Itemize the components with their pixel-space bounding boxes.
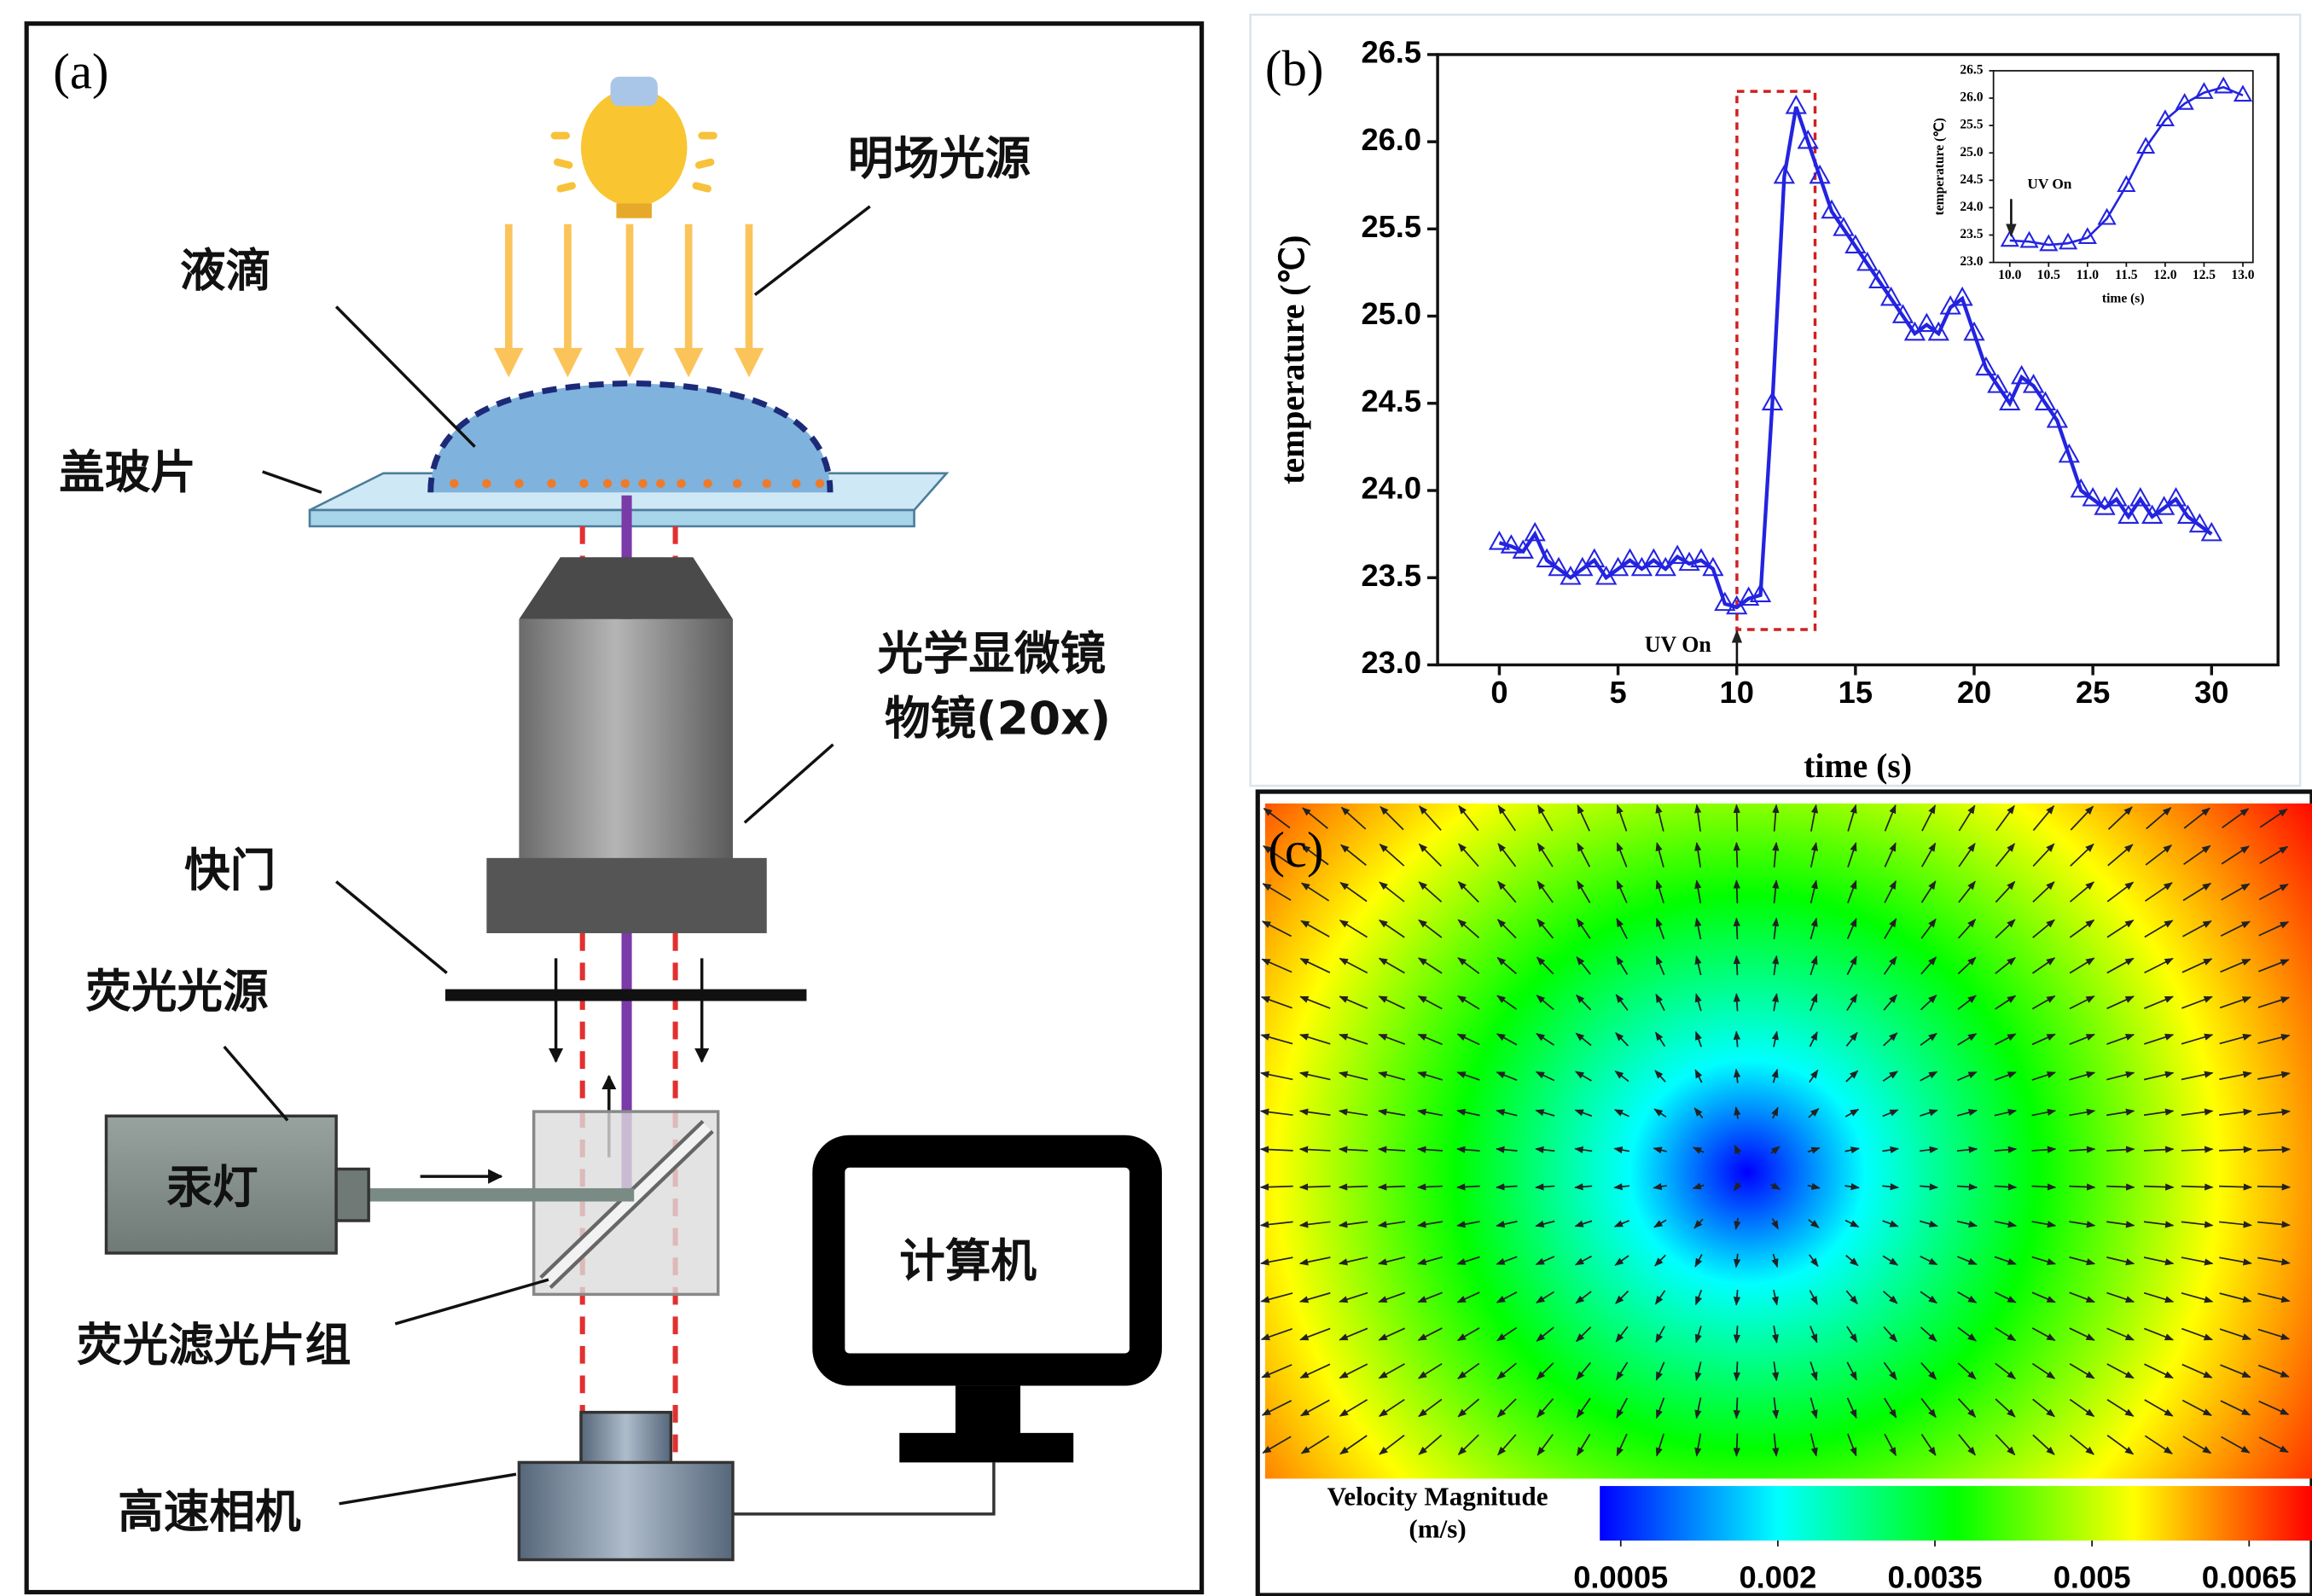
x-axis-label: time (s) <box>2102 291 2145 305</box>
monitor-stand <box>956 1386 1020 1436</box>
y-tick-label: 25.5 <box>1361 209 1421 244</box>
colorbar <box>1600 1486 2312 1541</box>
objective-body <box>519 619 733 862</box>
colorbar-title: (m/s) <box>1409 1514 1466 1544</box>
flow-arrow <box>1736 1397 1737 1418</box>
x-tick-label: 12.0 <box>2153 268 2176 282</box>
label: 液滴 <box>180 243 271 297</box>
y-tick-label: 24.5 <box>1361 383 1421 418</box>
flow-arrow <box>1736 843 1737 868</box>
x-tick-label: 10 <box>1720 675 1754 710</box>
colorbar-tick-label: 0.0035 <box>1888 1559 1983 1594</box>
annotation: UV On <box>1645 632 1712 657</box>
camera-body <box>519 1462 733 1559</box>
x-tick-label: 30 <box>2194 675 2228 710</box>
velocity-field <box>1261 804 2312 1479</box>
panel-label: (a) <box>53 44 108 100</box>
x-tick-label: 11.5 <box>2115 268 2138 282</box>
label: 汞灯 <box>166 1160 258 1214</box>
y-tick-label: 25.0 <box>1960 145 1983 160</box>
label: 明场光源 <box>848 131 1031 185</box>
figure: (a) 明场光源 液滴 盖玻片 光学显微镜 物镜(20x) 快门 荧光光源 汞灯… <box>0 0 2312 1596</box>
colorbar-tick-label: 0.0005 <box>1573 1559 1668 1594</box>
flow-arrow <box>1736 994 1737 1011</box>
plot-frame <box>1994 71 2253 263</box>
y-tick-label: 26.5 <box>1361 35 1421 70</box>
flow-arrow <box>1736 1434 1737 1456</box>
label: 物镜(20x) <box>885 692 1111 746</box>
y-tick-label: 26.0 <box>1960 90 1983 105</box>
lamp-nozzle <box>336 1169 369 1220</box>
field-map <box>1265 804 2312 1479</box>
flow-arrow <box>1736 880 1737 903</box>
coverslip-edge <box>310 510 915 526</box>
x-tick-label: 12.5 <box>2193 268 2216 282</box>
x-tick-label: 20 <box>1957 675 1991 710</box>
x-tick-label: 10.0 <box>1998 268 2021 282</box>
label: 快门 <box>184 844 276 897</box>
y-axis-label: temperature (℃) <box>1274 235 1311 485</box>
x-tick-label: 0 <box>1490 675 1507 710</box>
y-tick-label: 24.0 <box>1361 471 1421 506</box>
annotation: UV On <box>2027 176 2071 192</box>
x-axis-label: time (s) <box>1804 747 1912 785</box>
label: 高速相机 <box>118 1484 301 1538</box>
flow-arrow <box>1736 805 1737 832</box>
objective-base <box>486 858 766 933</box>
camera-lens <box>581 1413 671 1464</box>
y-tick-label: 26.5 <box>1960 63 1983 78</box>
y-tick-label: 23.0 <box>1960 254 1983 269</box>
x-tick-label: 25 <box>2076 675 2110 710</box>
colorbar-tick-label: 0.005 <box>2053 1559 2131 1594</box>
y-tick-label: 25.0 <box>1361 296 1421 331</box>
y-tick-label: 23.0 <box>1361 645 1421 680</box>
flow-arrow <box>1736 918 1737 939</box>
label: 光学显微镜 <box>877 627 1106 681</box>
y-tick-label: 24.0 <box>1960 200 1983 214</box>
y-axis-label: temperature (℃) <box>1932 118 1947 215</box>
label: 荧光光源 <box>85 964 268 1018</box>
flow-arrow <box>1736 1361 1737 1380</box>
colorbar-tick-label: 0.0065 <box>2202 1559 2297 1594</box>
label: 计算机 <box>899 1234 1037 1288</box>
x-tick-label: 13.0 <box>2231 268 2254 282</box>
y-tick-label: 23.5 <box>1960 227 1983 241</box>
y-tick-label: 26.0 <box>1361 122 1421 157</box>
y-tick-label: 25.5 <box>1960 118 1983 132</box>
y-tick-label: 23.5 <box>1361 558 1421 593</box>
label: 盖玻片 <box>59 445 196 499</box>
label: 荧光滤光片组 <box>77 1318 351 1372</box>
colorbar-tick-label: 0.002 <box>1739 1559 1816 1594</box>
panel-label: (c) <box>1268 822 1323 878</box>
x-tick-label: 15 <box>1839 675 1873 710</box>
monitor-base <box>899 1433 1073 1463</box>
panel-label: (b) <box>1265 41 1324 96</box>
colorbar-title: Velocity Magnitude <box>1327 1482 1548 1512</box>
page: (a) 明场光源 液滴 盖玻片 光学显微镜 物镜(20x) 快门 荧光光源 汞灯… <box>0 0 2312 1596</box>
x-tick-label: 11.0 <box>2077 268 2100 282</box>
x-tick-label: 5 <box>1609 675 1626 710</box>
flow-arrow <box>1736 956 1737 975</box>
y-tick-label: 24.5 <box>1960 172 1983 187</box>
x-tick-label: 10.5 <box>2037 268 2060 282</box>
lamp-beam <box>369 1188 634 1202</box>
